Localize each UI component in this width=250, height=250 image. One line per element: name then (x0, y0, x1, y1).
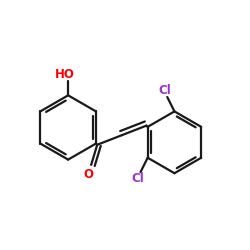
Text: Cl: Cl (132, 172, 144, 185)
Text: Cl: Cl (158, 84, 171, 97)
Text: O: O (83, 168, 93, 181)
Text: HO: HO (54, 68, 74, 81)
